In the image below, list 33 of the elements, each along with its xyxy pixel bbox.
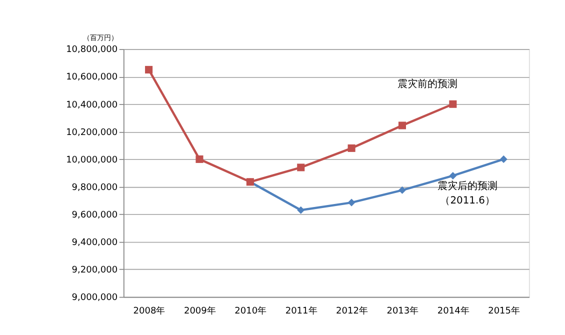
y-tick-label: 10,200,000 xyxy=(66,128,118,138)
y-axis-title: （百万円） xyxy=(82,33,118,42)
annotation: （2011.6） xyxy=(440,195,495,206)
series-label: 震灾后的预测 xyxy=(438,180,498,192)
y-tick-label: 9,600,000 xyxy=(72,210,118,220)
y-tick-label: 10,400,000 xyxy=(66,100,118,110)
series-label: 震灾前的预测 xyxy=(398,78,458,90)
point xyxy=(500,155,508,163)
x-tick-label: 2010年 xyxy=(234,306,267,317)
point xyxy=(348,198,356,206)
y-tick-label: 10,600,000 xyxy=(66,72,118,83)
point xyxy=(449,100,457,108)
x-tick-label: 2012年 xyxy=(336,306,368,317)
point xyxy=(297,164,305,172)
x-tick-label: 2015年 xyxy=(488,306,520,317)
point xyxy=(398,186,406,194)
y-tick-label: 10,000,000 xyxy=(66,155,118,166)
y-tick-label: 9,200,000 xyxy=(72,265,118,276)
point xyxy=(196,155,204,163)
x-tick-label: 2008年 xyxy=(133,306,166,317)
point xyxy=(145,66,153,74)
y-tick-label: 9,000,000 xyxy=(72,293,118,304)
point xyxy=(348,144,356,152)
point xyxy=(449,172,457,180)
x-tick-label: 2011年 xyxy=(285,306,318,317)
x-tick-label: 2014年 xyxy=(437,306,470,317)
x-tick-label: 2009年 xyxy=(184,306,216,317)
point xyxy=(297,206,305,214)
x-tick-label: 2013年 xyxy=(386,306,419,317)
y-tick-label: 10,800,000 xyxy=(66,45,118,56)
point xyxy=(398,122,406,130)
y-tick-label: 9,400,000 xyxy=(72,238,118,248)
y-tick-label: 9,800,000 xyxy=(72,182,118,193)
